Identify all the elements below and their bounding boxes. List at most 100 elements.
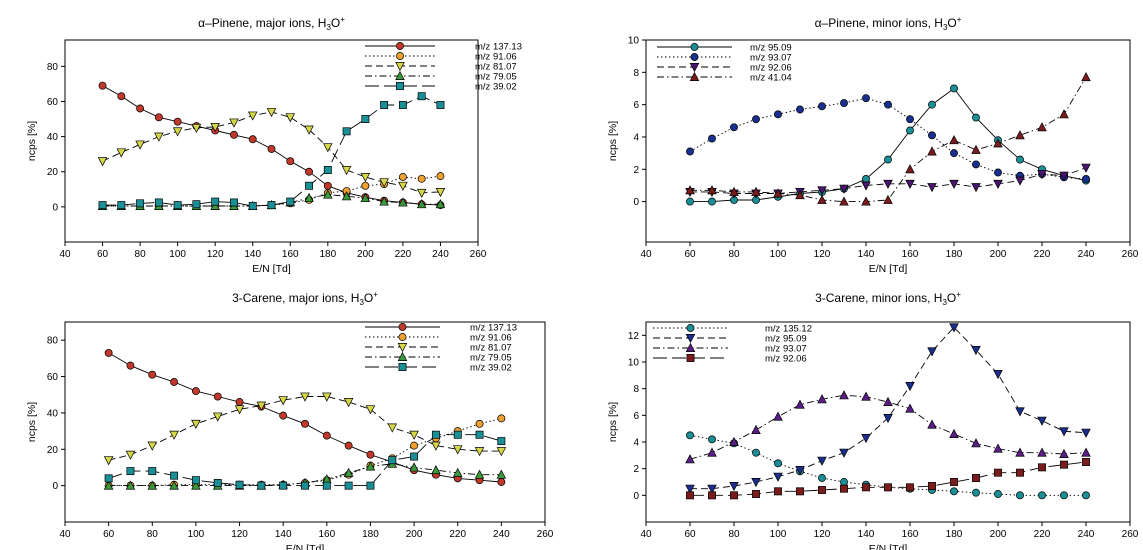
data-point [453,430,462,439]
x-tick-label: 100 [169,249,186,260]
x-tick-label: 220 [1034,529,1051,540]
x-tick-label: 160 [902,529,919,540]
legend: m/z 135.12m/z 95.09m/z 93.07m/z 92.06 [653,324,812,365]
plot-frame [645,321,1131,523]
data-point [839,196,849,206]
data-point [817,186,827,196]
data-point [1015,407,1025,417]
legend-label: m/z 93.07 [765,344,807,355]
data-point [169,480,179,490]
series-3 [685,163,1091,199]
data-point [323,143,333,153]
series-line [108,396,502,461]
data-point [343,398,354,408]
chart-panel-1: α–Pinene, major ions, H3O+ 40 60 80 100 120 14… [26,15,522,275]
data-point [685,484,695,494]
data-point [994,468,1002,477]
data-point [365,461,376,471]
data-point [435,187,446,198]
y-tick-label: 0 [52,202,58,213]
x-tick-label: 220 [449,529,466,540]
data-point [279,481,288,490]
data-point [1015,130,1025,140]
data-point [496,447,507,457]
data-point [707,185,717,195]
data-point [1059,448,1069,458]
data-point [98,81,107,90]
x-tick-label: 80 [728,529,740,540]
data-point [1037,416,1047,426]
data-point [497,478,506,486]
data-point [971,144,981,154]
data-point [685,185,695,195]
legend-marker [395,62,405,72]
legend-marker [690,53,699,61]
data-point [191,480,201,490]
x-tick-label: 180 [319,249,336,260]
data-point [730,491,738,500]
y-tick-label: 40 [47,408,59,419]
data-point [235,398,244,406]
data-point [883,414,893,424]
data-point [257,481,266,490]
data-point [1038,463,1046,472]
legend-marker [685,342,696,352]
data-point [267,201,276,210]
data-point [135,140,145,150]
legend-label: m/z 91.06 [470,333,512,344]
series-line [690,326,1087,490]
data-point [417,174,426,183]
series-1 [98,81,445,210]
y-tick-label: 20 [47,167,59,178]
x-tick-label: 240 [432,249,449,260]
series-3 [103,392,507,466]
data-point [361,181,370,190]
data-point [323,189,333,199]
x-tick-label: 160 [902,249,919,260]
data-point [1060,491,1068,500]
chart-panel-3: 3-Carene, major ions, H3O+ 40 60 80 100 120 14… [26,290,554,550]
data-point [708,491,716,500]
y-tick-label: 40 [47,132,59,143]
data-point [730,123,738,132]
series-3 [97,108,446,198]
data-point [884,483,892,492]
legend-marker [685,334,696,344]
data-point [972,113,980,122]
data-point [416,188,427,198]
x-tick-label: 60 [684,529,696,540]
data-point [103,480,114,490]
legend-marker [398,333,407,341]
data-point [883,194,893,204]
data-point [796,105,804,114]
legend-marker [398,323,407,331]
x-tick-label: 120 [814,529,831,540]
x-tick-label: 140 [858,529,875,540]
data-point [147,441,158,451]
data-point [125,480,136,490]
data-point [993,370,1003,380]
data-point [360,173,371,183]
data-point [1037,447,1047,457]
data-point [993,179,1003,189]
data-point [905,179,915,189]
data-point [235,480,244,489]
data-point [104,348,113,357]
data-point [883,179,893,189]
x-tick-label: 240 [1078,249,1095,260]
legend-label: m/z 39.02 [470,363,512,374]
data-point [452,467,463,477]
data-point [97,157,108,167]
data-point [840,484,848,493]
data-point [474,469,485,479]
data-point [322,392,332,402]
data-point [1081,447,1091,457]
x-tick-label: 180 [946,529,963,540]
data-point [1016,468,1024,477]
data-point [247,111,258,121]
data-point [474,447,485,457]
data-point [154,113,163,122]
data-point [116,148,127,158]
legend-marker [686,354,695,362]
x-tick-label: 200 [990,249,1007,260]
